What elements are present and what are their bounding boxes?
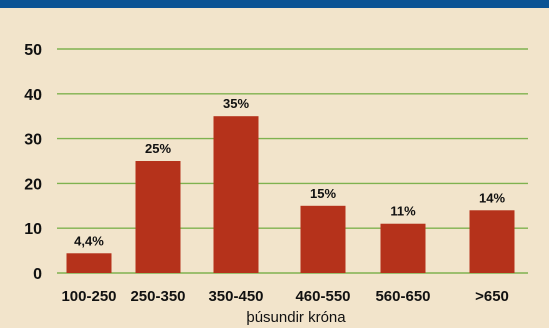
top-band xyxy=(0,0,549,8)
data-label-6: 14% xyxy=(479,190,505,205)
grid-lines xyxy=(57,48,528,274)
x-category-6: >650 xyxy=(475,288,509,305)
bar-3 xyxy=(213,116,259,273)
x-category-4: 460-550 xyxy=(295,288,350,305)
y-tick-30: 30 xyxy=(24,132,42,149)
bar-5 xyxy=(380,223,426,273)
y-tick-10: 10 xyxy=(24,221,42,238)
bar-4 xyxy=(300,205,346,273)
x-category-2: 250-350 xyxy=(130,288,185,305)
data-label-5: 11% xyxy=(390,204,416,219)
x-axis-title: þúsundir króna xyxy=(246,309,346,326)
x-category-3: 350-450 xyxy=(208,288,263,305)
data-label-4: 15% xyxy=(310,186,336,201)
data-label-1: 4,4% xyxy=(74,233,104,248)
data-labels: 4,4% 25% 35% 15% 11% 14% xyxy=(74,96,505,248)
x-category-1: 100-250 xyxy=(61,288,116,305)
y-tick-0: 0 xyxy=(33,266,42,283)
y-tick-50: 50 xyxy=(24,42,42,59)
data-label-2: 25% xyxy=(145,141,171,156)
y-axis-ticks: 0 10 20 30 40 50 xyxy=(24,42,42,283)
bars xyxy=(66,116,515,273)
y-tick-20: 20 xyxy=(24,176,42,193)
x-category-5: 560-650 xyxy=(375,288,430,305)
bar-1 xyxy=(66,253,112,273)
data-label-3: 35% xyxy=(223,96,249,111)
y-tick-40: 40 xyxy=(24,87,42,104)
x-axis-categories: 100-250 250-350 350-450 460-550 560-650 >650 xyxy=(61,288,508,305)
bar-2 xyxy=(135,161,181,273)
bar-6 xyxy=(469,210,515,273)
